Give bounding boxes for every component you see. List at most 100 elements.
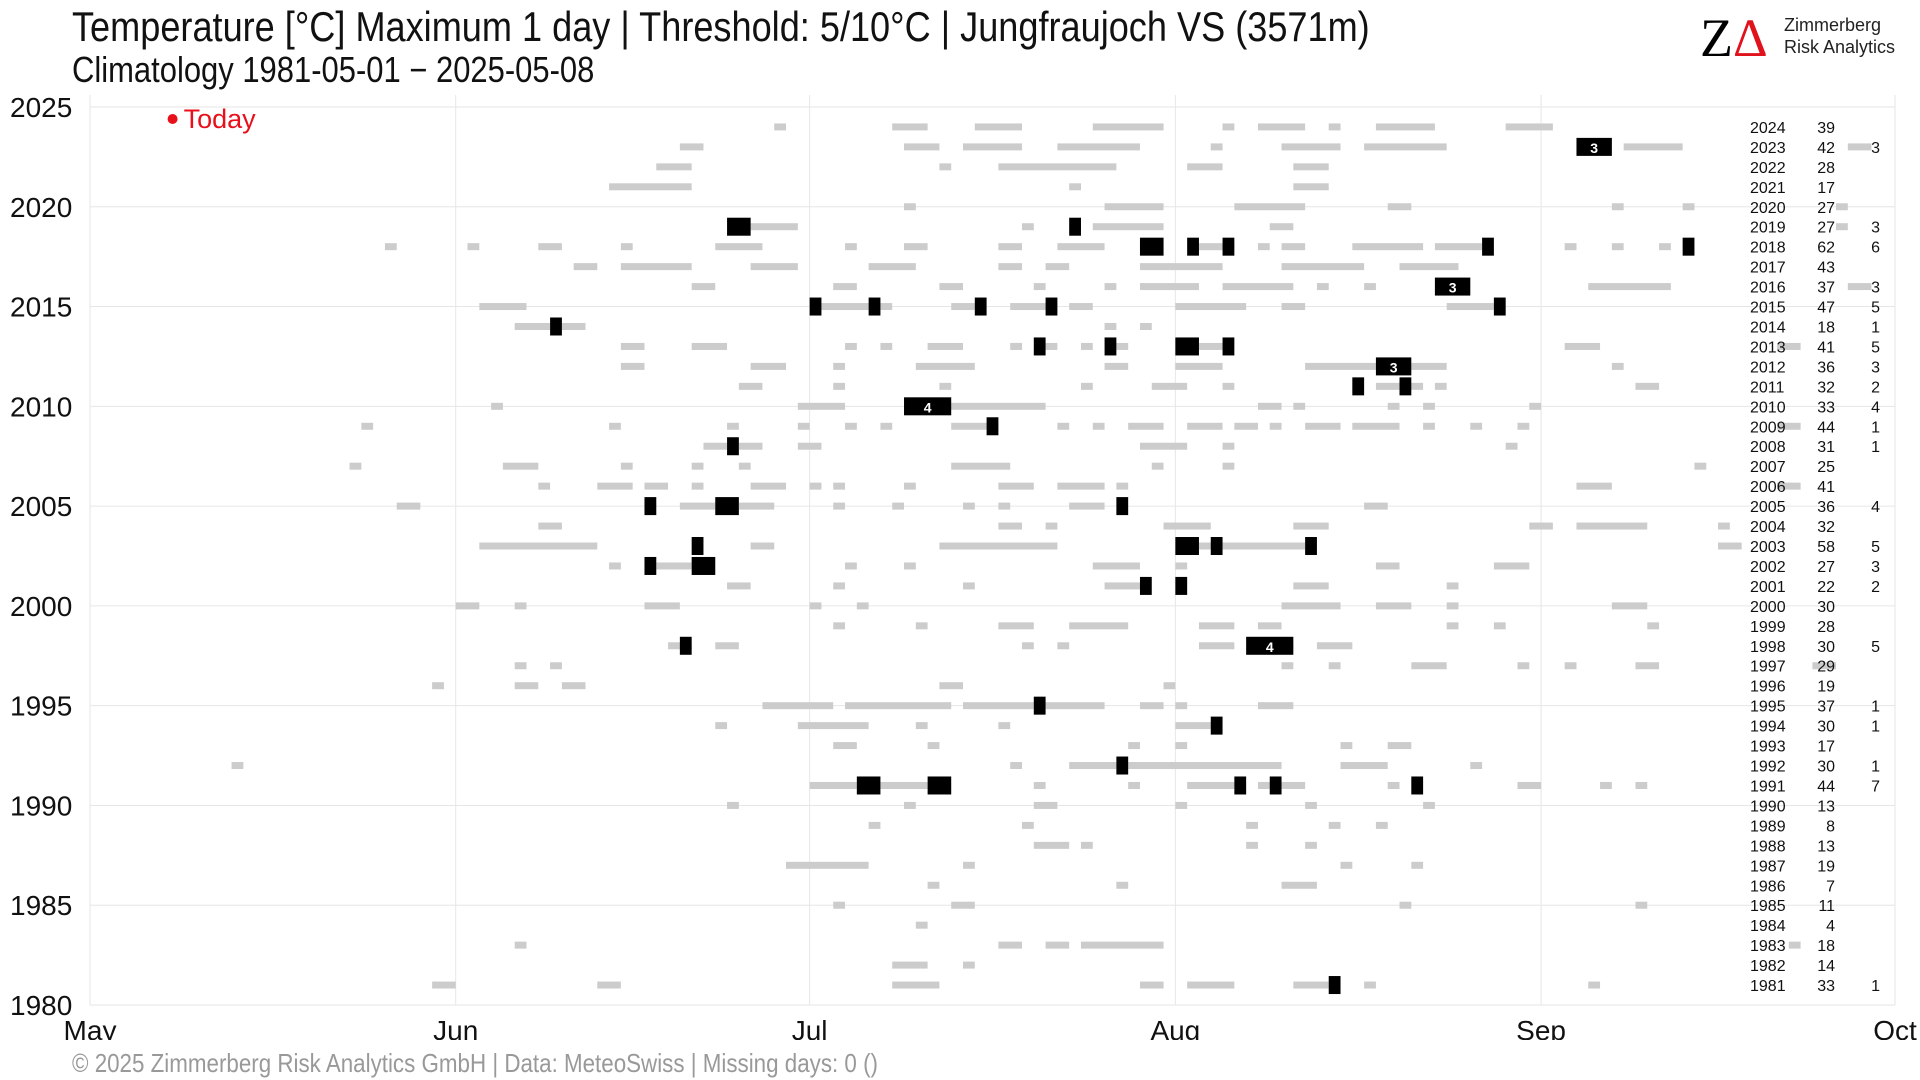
x-tick-label: May [64, 1015, 117, 1040]
above-threshold-bar [1069, 217, 1081, 236]
below-threshold-bar [1576, 482, 1612, 490]
below-threshold-bar [727, 801, 739, 809]
below-threshold-bar [833, 582, 846, 590]
row-count-label: 32 [1817, 519, 1835, 536]
below-threshold-bar [1718, 522, 1730, 530]
row-count-label: 62 [1817, 240, 1835, 257]
below-threshold-bar [1635, 781, 1648, 789]
row-above-count-label: 7 [1871, 778, 1880, 795]
logo-z-glyph: Z [1700, 8, 1733, 68]
row-above-count-label: 5 [1871, 339, 1880, 356]
below-threshold-bar [1576, 522, 1648, 530]
row-count-label: 37 [1817, 280, 1835, 297]
below-threshold-bar [703, 442, 728, 450]
row-above-count-label: 2 [1871, 379, 1880, 396]
row-count-label: 29 [1817, 659, 1835, 676]
below-threshold-bar [915, 921, 928, 929]
below-threshold-bar [1187, 981, 1235, 989]
row-count-label: 4 [1826, 918, 1835, 935]
row-year-label: 2009 [1750, 419, 1786, 436]
below-threshold-bar [998, 522, 1022, 530]
below-threshold-bar [1057, 482, 1105, 490]
above-threshold-bar [1104, 337, 1117, 356]
below-threshold-bar [786, 861, 869, 869]
below-threshold-bar [727, 422, 739, 430]
below-threshold-bar [1293, 522, 1329, 530]
below-threshold-bar [1352, 243, 1424, 251]
above-threshold-bar [679, 636, 692, 655]
below-threshold-bar [1423, 801, 1435, 809]
row-count-label: 27 [1817, 200, 1835, 217]
row-count-label: 27 [1817, 559, 1835, 576]
below-threshold-bar [998, 722, 1011, 730]
below-threshold-bar [1328, 821, 1341, 829]
below-threshold-bar [1529, 402, 1542, 410]
below-threshold-bar [833, 482, 846, 490]
below-threshold-bar [1257, 622, 1282, 630]
below-threshold-bar [1411, 362, 1447, 370]
below-threshold-bar [845, 562, 857, 570]
row-year-label: 2003 [1750, 539, 1786, 556]
below-threshold-bar [1305, 362, 1376, 370]
row-above-count-label: 3 [1871, 559, 1880, 576]
below-threshold-bar [845, 243, 857, 251]
row-count-label: 19 [1817, 679, 1835, 696]
below-threshold-bar [1387, 742, 1412, 750]
row-count-label: 25 [1817, 459, 1835, 476]
footer-credit: © 2025 Zimmerberg Risk Analytics GmbH | … [72, 1048, 878, 1078]
row-count-label: 19 [1817, 858, 1835, 875]
above-threshold-bar [1187, 237, 1199, 256]
row-count-label: 33 [1817, 978, 1835, 995]
below-threshold-bar [1375, 821, 1388, 829]
below-threshold-bar [1564, 243, 1577, 251]
row-count-label: 47 [1817, 300, 1835, 317]
below-threshold-bar [833, 382, 846, 390]
above-threshold-bar [644, 497, 657, 516]
below-threshold-bar [1387, 203, 1412, 211]
below-threshold-bar [1128, 781, 1140, 789]
below-threshold-bar [939, 283, 964, 291]
below-threshold-bar [1659, 243, 1671, 251]
below-threshold-bar [892, 502, 905, 510]
above-threshold-bar [1139, 237, 1164, 256]
below-threshold-bar [880, 781, 928, 789]
below-threshold-bar [998, 243, 1022, 251]
above-threshold-bar [1139, 576, 1152, 595]
below-threshold-bar [1281, 662, 1294, 670]
row-count-label: 13 [1817, 798, 1835, 815]
below-threshold-bar [691, 462, 704, 470]
row-above-count-label: 1 [1871, 419, 1880, 436]
below-threshold-bar [1375, 123, 1435, 131]
below-threshold-bar [797, 722, 869, 730]
below-threshold-bar [904, 562, 916, 570]
below-threshold-bar [1069, 502, 1105, 510]
row-count-label: 18 [1817, 319, 1835, 336]
x-tick-label: Jul [792, 1015, 828, 1040]
logo-delta-glyph: Δ [1733, 8, 1768, 68]
below-threshold-bar [1446, 622, 1459, 630]
below-threshold-bar [915, 362, 975, 370]
x-tick-label: Sep [1516, 1015, 1566, 1040]
row-year-label: 1987 [1750, 858, 1786, 875]
above-threshold-bar [1482, 237, 1494, 256]
below-threshold-bar [1470, 422, 1483, 430]
below-threshold-bar [679, 502, 716, 510]
below-threshold-bar [1163, 682, 1176, 690]
below-threshold-bar [1092, 562, 1140, 570]
above-threshold-bar [644, 556, 657, 575]
bar-duration-label: 3 [1390, 359, 1398, 375]
below-threshold-bar [845, 422, 857, 430]
below-threshold-bar [656, 163, 692, 171]
below-threshold-bar [774, 123, 787, 131]
below-threshold-bar [1104, 362, 1129, 370]
below-threshold-bar [1069, 183, 1081, 191]
below-threshold-bar [1281, 602, 1341, 610]
x-tick-label: Oct [1873, 1015, 1917, 1040]
below-threshold-bar [738, 442, 763, 450]
below-threshold-bar [561, 322, 586, 330]
below-threshold-bar [715, 243, 763, 251]
below-threshold-bar [1069, 762, 1117, 770]
company-logo: ZΔ Zimmerberg Risk Analytics [1700, 8, 1910, 68]
below-threshold-bar [1600, 781, 1612, 789]
above-threshold-bar [1234, 776, 1247, 795]
